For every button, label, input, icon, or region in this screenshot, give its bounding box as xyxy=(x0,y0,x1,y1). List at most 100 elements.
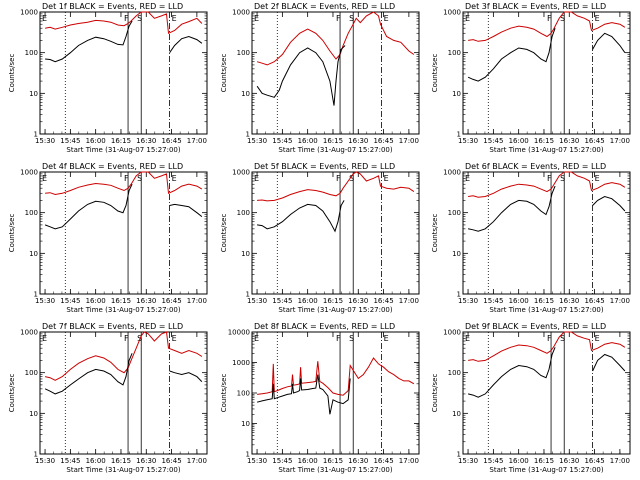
detector-panel-7: Det 7f BLACK = Events, RED = LLD 1 10 100 10… xyxy=(8,322,208,474)
x-tick-label: 15:30 xyxy=(458,297,478,305)
y-axis-label: Counts/sec xyxy=(8,214,16,253)
flag-label: S xyxy=(560,174,565,183)
detector-panel-9: Det 9f BLACK = Events, RED = LLD 1 10 100 10… xyxy=(431,322,631,474)
flag-label: E xyxy=(465,334,470,343)
x-tick-label: 15:45 xyxy=(483,297,503,305)
x-tick-label: 17:00 xyxy=(399,457,419,465)
series-line-events xyxy=(257,200,345,233)
y-tick-label: 1000 xyxy=(232,359,250,367)
y-tick-label: 10 xyxy=(452,250,461,258)
plot-title: Det 1f BLACK = Events, RED = LLD xyxy=(42,2,183,11)
series-line-lld xyxy=(45,11,203,35)
series-line-events xyxy=(467,28,626,82)
x-tick-label: 16:00 xyxy=(86,137,106,145)
y-axis-label: Counts/sec xyxy=(8,374,16,413)
y-tick-label: 1 xyxy=(457,131,461,139)
y-axis-label: Counts/sec xyxy=(431,214,439,253)
x-tick-label: 16:00 xyxy=(509,457,529,465)
x-axis-label: Start Time (31-Aug-07 15:27:00) xyxy=(489,306,603,314)
x-tick-label: 15:45 xyxy=(60,137,80,145)
y-tick-label: 100 xyxy=(237,209,250,217)
y-tick-label: 1 xyxy=(34,131,38,139)
y-tick-label: 1 xyxy=(457,291,461,299)
y-axis-label: Counts/sec xyxy=(220,214,228,253)
flag-label: E xyxy=(465,174,470,183)
x-tick-label: 16:15 xyxy=(323,457,343,465)
x-tick-label: 16:00 xyxy=(509,297,529,305)
x-tick-label: 16:45 xyxy=(373,297,393,305)
y-tick-label: 10 xyxy=(241,250,250,258)
y-axis-label: Counts/sec xyxy=(431,374,439,413)
series-line-events xyxy=(256,45,346,106)
flag-label: E xyxy=(595,14,600,23)
y-tick-label: 10 xyxy=(29,410,38,418)
y-tick-label: 10 xyxy=(241,90,250,98)
x-axis-label: Start Time (31-Aug-07 15:27:00) xyxy=(278,306,392,314)
y-axis-label: Counts/sec xyxy=(8,54,16,93)
x-tick-label: 16:45 xyxy=(161,457,181,465)
flag-label: E xyxy=(254,334,259,343)
x-tick-label: 16:00 xyxy=(298,457,318,465)
plot-frame xyxy=(462,331,631,455)
y-axis-label: Counts/sec xyxy=(220,54,228,93)
x-tick-label: 17:00 xyxy=(187,297,207,305)
flag-label: E xyxy=(42,14,47,23)
y-tick-label: 100 xyxy=(448,369,461,377)
x-tick-label: 16:30 xyxy=(559,297,579,305)
series-line-lld xyxy=(44,331,203,381)
plot-title: Det 7f BLACK = Events, RED = LLD xyxy=(42,322,183,331)
x-axis-label: Start Time (31-Aug-07 15:27:00) xyxy=(66,466,180,474)
y-tick-label: 1 xyxy=(246,131,250,139)
plot-frame xyxy=(39,171,208,295)
series-line-lld xyxy=(257,171,415,202)
y-tick-label: 100 xyxy=(25,209,38,217)
x-tick-label: 16:00 xyxy=(86,297,106,305)
flag-label: E xyxy=(172,14,177,23)
x-tick-label: 15:30 xyxy=(247,137,267,145)
series-line-lld xyxy=(45,171,203,196)
y-tick-label: 1 xyxy=(34,451,38,459)
x-tick-label: 16:30 xyxy=(136,297,156,305)
x-tick-label: 16:45 xyxy=(373,137,393,145)
flag-label: F xyxy=(124,334,129,343)
x-tick-label: 17:00 xyxy=(610,297,630,305)
plot-frame xyxy=(251,11,420,135)
x-axis-label: Start Time (31-Aug-07 15:27:00) xyxy=(489,466,603,474)
flag-label: E xyxy=(384,334,389,343)
flag-label: F xyxy=(336,174,341,183)
y-tick-label: 100 xyxy=(25,49,38,57)
flag-label: S xyxy=(137,174,142,183)
y-tick-label: 100 xyxy=(237,390,250,398)
series-line-lld xyxy=(256,11,415,66)
flag-label: E xyxy=(254,174,259,183)
y-tick-label: 1000 xyxy=(443,9,461,17)
x-tick-label: 15:45 xyxy=(272,137,292,145)
flag-label: E xyxy=(42,334,47,343)
x-tick-label: 16:00 xyxy=(298,137,318,145)
x-tick-label: 16:45 xyxy=(373,457,393,465)
y-tick-label: 1000 xyxy=(443,329,461,337)
flag-label: S xyxy=(349,334,354,343)
series-line-lld xyxy=(468,331,626,362)
x-tick-label: 16:45 xyxy=(161,137,181,145)
x-tick-label: 17:00 xyxy=(187,137,207,145)
y-tick-label: 1 xyxy=(34,291,38,299)
detector-panel-2: Det 2f BLACK = Events, RED = LLD 1 10 100 10… xyxy=(220,2,420,154)
x-tick-label: 17:00 xyxy=(187,457,207,465)
series-line-events xyxy=(256,374,351,415)
flag-label: E xyxy=(172,334,177,343)
x-tick-label: 17:00 xyxy=(399,297,419,305)
y-tick-label: 100 xyxy=(25,369,38,377)
x-tick-label: 16:00 xyxy=(509,137,529,145)
flag-label: E xyxy=(42,174,47,183)
flag-label: F xyxy=(336,14,341,23)
series-line-lld xyxy=(257,357,415,396)
flag-label: S xyxy=(560,14,565,23)
series-line-lld xyxy=(468,11,626,42)
x-tick-label: 15:45 xyxy=(60,297,80,305)
x-tick-label: 16:15 xyxy=(323,137,343,145)
x-tick-label: 15:45 xyxy=(60,457,80,465)
detector-panel-4: Det 4f BLACK = Events, RED = LLD 1 10 100 10… xyxy=(8,162,208,314)
x-tick-label: 16:15 xyxy=(534,137,554,145)
x-tick-label: 15:30 xyxy=(35,137,55,145)
